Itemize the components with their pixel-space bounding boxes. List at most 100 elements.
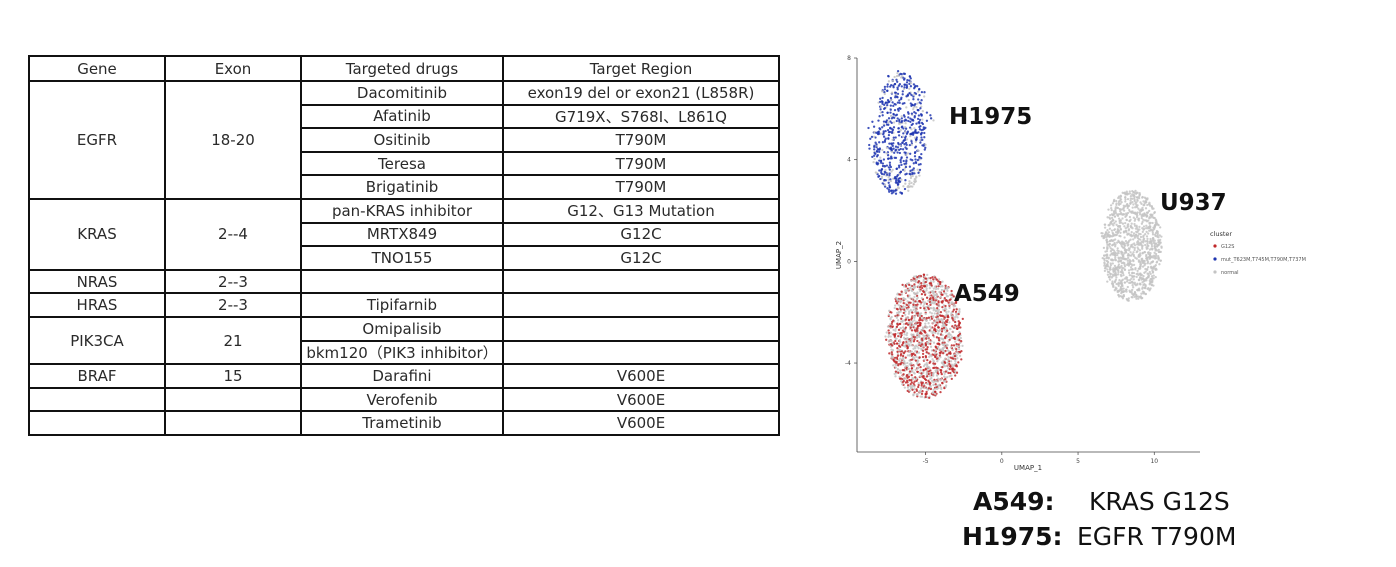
- umap-point: [904, 151, 907, 154]
- umap-point: [1141, 281, 1144, 284]
- umap-point: [920, 386, 923, 389]
- umap-point: [1137, 247, 1140, 251]
- umap-point: [944, 304, 947, 308]
- umap-point: [1106, 246, 1109, 249]
- umap-point: [906, 316, 910, 319]
- umap-point: [952, 303, 956, 306]
- umap-point: [927, 291, 930, 294]
- umap-point: [1142, 225, 1146, 228]
- umap-point: [1149, 216, 1152, 219]
- umap-point: [900, 157, 903, 160]
- umap-point: [1106, 247, 1109, 251]
- umap-point: [1146, 211, 1150, 214]
- umap-point: [948, 367, 951, 371]
- umap-point: [911, 297, 914, 300]
- umap-point: [1142, 235, 1145, 239]
- umap-point: [896, 88, 899, 91]
- umap-point: [914, 150, 917, 154]
- umap-point: [923, 91, 926, 94]
- umap-point: [1128, 215, 1132, 219]
- umap-point: [957, 320, 960, 323]
- umap-point: [933, 312, 936, 315]
- umap-point: [940, 300, 943, 303]
- umap-point: [1120, 252, 1123, 255]
- umap-point: [1139, 272, 1142, 275]
- umap-point: [1108, 234, 1111, 238]
- umap-point: [1109, 250, 1113, 253]
- umap-point: [941, 305, 944, 309]
- umap-point: [1158, 243, 1161, 246]
- umap-point: [875, 143, 878, 146]
- umap-point: [1154, 264, 1157, 267]
- caption-a549: A549:: [973, 487, 1055, 516]
- umap-point: [908, 350, 911, 354]
- umap-point: [956, 316, 959, 319]
- caption-a549-label: A549:: [973, 487, 1055, 516]
- umap-point: [1136, 198, 1139, 202]
- umap-point: [893, 108, 897, 112]
- umap-point: [916, 339, 919, 343]
- umap-point: [890, 339, 893, 342]
- umap-point: [903, 187, 907, 191]
- umap-point: [896, 117, 899, 120]
- umap-point: [950, 311, 953, 314]
- umap-point: [1110, 216, 1114, 220]
- umap-point: [932, 383, 935, 387]
- umap-point: [896, 151, 899, 154]
- umap-point: [943, 375, 946, 378]
- umap-point: [930, 349, 934, 352]
- umap-point: [1119, 210, 1122, 213]
- umap-point: [880, 175, 884, 178]
- umap-point: [887, 178, 890, 182]
- umap-point: [1153, 226, 1156, 229]
- umap-point: [899, 161, 902, 164]
- umap-point: [910, 366, 914, 370]
- umap-point: [1114, 280, 1117, 283]
- umap-point: [1137, 297, 1140, 300]
- umap-point: [921, 144, 924, 147]
- table-body: EGFR 18-20 Dacomitinib exon19 del or exon21…: [28, 80, 780, 436]
- umap-point: [927, 322, 930, 325]
- umap-point: [948, 362, 951, 366]
- umap-point: [1121, 283, 1124, 287]
- umap-point: [914, 330, 917, 333]
- umap-point: [946, 367, 950, 370]
- umap-point: [958, 330, 961, 334]
- umap-point: [1113, 252, 1116, 256]
- umap-point: [883, 92, 886, 96]
- umap-point: [904, 165, 908, 169]
- umap-point: [915, 389, 919, 393]
- umap-point: [943, 297, 946, 300]
- umap-point: [907, 288, 911, 291]
- umap-point: [1133, 246, 1136, 250]
- umap-point: [894, 148, 898, 151]
- umap-point: [900, 178, 903, 181]
- umap-point: [916, 168, 919, 171]
- umap-point: [1148, 279, 1151, 282]
- umap-point: [905, 332, 909, 335]
- umap-point: [923, 308, 926, 312]
- umap-point: [1140, 297, 1143, 300]
- umap-point: [914, 158, 917, 161]
- umap-point: [902, 305, 905, 308]
- umap-point: [893, 75, 896, 79]
- umap-point: [938, 328, 942, 332]
- umap-point: [908, 311, 911, 314]
- umap-point: [1117, 202, 1120, 205]
- umap-point: [1149, 262, 1152, 265]
- umap-point: [896, 71, 899, 75]
- umap-point: [941, 284, 944, 288]
- umap-point: [1147, 203, 1151, 206]
- umap-point: [893, 372, 896, 376]
- umap-point: [921, 128, 925, 131]
- umap-point: [1112, 211, 1116, 214]
- umap-point: [960, 358, 963, 361]
- umap-point: [918, 125, 921, 129]
- umap-point: [911, 311, 914, 314]
- legend-key-normal: [1213, 270, 1217, 274]
- umap-point: [1140, 222, 1144, 225]
- umap-point: [1111, 213, 1114, 217]
- umap-point: [940, 361, 944, 364]
- umap-point: [879, 97, 882, 100]
